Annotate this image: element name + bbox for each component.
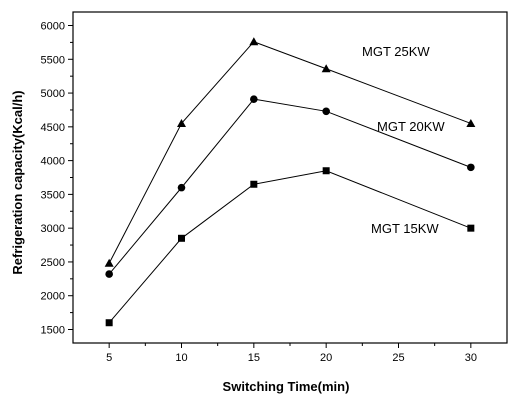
- y-axis-title: Refrigeration capacity(Kcal/h): [10, 90, 25, 274]
- series-label: MGT 20KW: [377, 119, 445, 134]
- y-tick-label: 5500: [41, 54, 65, 66]
- axis-ticks: 5 10 15 20 25 30 1500 2000 2500 3000 3500 4000 4500 5…: [41, 21, 477, 364]
- data-point-triangle: [466, 118, 476, 127]
- data-point-square: [322, 167, 330, 175]
- x-tick-label: 30: [465, 352, 477, 364]
- data-point-circle: [322, 107, 330, 116]
- data-point-circle: [177, 183, 186, 192]
- data-point-circle: [250, 95, 258, 103]
- data-point-triangle: [321, 64, 331, 73]
- y-tick-label: 2500: [41, 257, 65, 269]
- y-tick-label: 4000: [41, 156, 65, 168]
- data-point-square: [467, 224, 475, 232]
- data-point-square: [178, 234, 185, 242]
- series-layer: [104, 37, 476, 327]
- series-line: [108, 170, 472, 324]
- data-point-triangle: [249, 37, 259, 46]
- x-tick-label: 5: [106, 352, 112, 364]
- x-axis-title: Switching Time(min): [223, 379, 350, 394]
- x-tick-label: 15: [248, 352, 260, 364]
- y-tick-label: 6000: [41, 21, 65, 33]
- series-label: MGT 15KW: [371, 221, 439, 236]
- data-point-circle: [105, 270, 113, 278]
- x-tick-label: 20: [320, 352, 332, 364]
- y-tick-label: 4500: [41, 122, 65, 134]
- series-label: MGT 25KW: [362, 44, 430, 59]
- data-point-triangle: [177, 118, 186, 127]
- x-tick-label: 25: [392, 352, 404, 364]
- y-tick-label: 5000: [41, 88, 65, 100]
- y-tick-label: 1500: [41, 324, 65, 336]
- data-point-triangle: [104, 258, 114, 267]
- data-point-square: [105, 319, 113, 327]
- data-point-square: [250, 180, 258, 188]
- data-point-circle: [467, 163, 475, 172]
- x-tick-label: 10: [175, 352, 187, 364]
- y-tick-label: 2000: [41, 291, 65, 303]
- series-labels: MGT 25KW MGT 20KW MGT 15KW: [362, 44, 445, 236]
- y-tick-label: 3500: [41, 189, 65, 201]
- y-tick-label: 3000: [41, 223, 65, 235]
